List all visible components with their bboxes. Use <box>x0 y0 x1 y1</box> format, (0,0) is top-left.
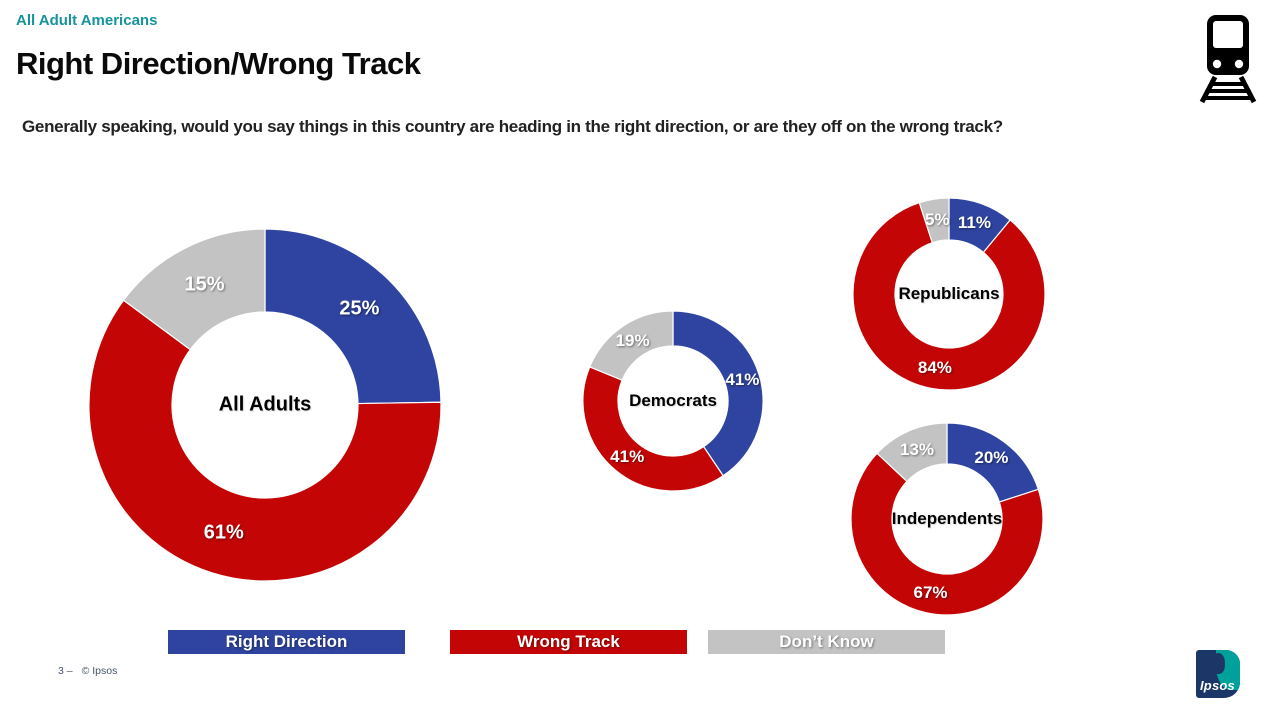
legend-label: Right Direction <box>225 632 348 651</box>
slice-label: 11% <box>957 213 991 233</box>
donut-independents: 20% 67% 13% Independents <box>851 423 1043 615</box>
logo-face-silhouette <box>1211 653 1225 674</box>
train-icon <box>1198 12 1258 104</box>
legend-item-dont-know: Don’t Know <box>708 630 945 654</box>
footer: 3 – © Ipsos <box>58 665 117 677</box>
donut-all-adults: 25% 61% 15% All Adults <box>89 229 441 581</box>
donut-center-label: Democrats <box>629 391 717 410</box>
page-title: Right Direction/Wrong Track <box>16 46 421 81</box>
slice-label: 20% <box>974 447 1009 467</box>
slice-label: 19% <box>615 330 650 350</box>
slice-label: 67% <box>913 582 948 602</box>
logo-text: Ipsos <box>1200 678 1235 693</box>
slice-label: 41% <box>725 369 760 389</box>
donut-democrats: 41% 41% 19% Democrats <box>583 311 763 491</box>
legend-item-right-direction: Right Direction <box>168 630 405 654</box>
legend-item-wrong-track: Wrong Track <box>450 630 687 654</box>
ipsos-logo: Ipsos <box>1196 650 1240 698</box>
slice-label: 84% <box>917 357 952 377</box>
slice-label: 25% <box>339 297 380 320</box>
legend-label: Don’t Know <box>779 632 874 651</box>
legend-label: Wrong Track <box>517 632 620 651</box>
donut-center-label: Independents <box>891 509 1003 528</box>
donut-center-label: All Adults <box>218 393 312 416</box>
slice-label: 41% <box>610 447 645 467</box>
survey-question: Generally speaking, would you say things… <box>22 117 1003 136</box>
slice-label: 15% <box>184 273 225 296</box>
slice-label: 5% <box>925 209 950 229</box>
slice-label: 61% <box>203 521 244 544</box>
audience-eyebrow: All Adult Americans <box>16 12 158 29</box>
copyright: © Ipsos <box>81 665 118 677</box>
donut-republicans: 11% 84% 5% Republicans <box>853 198 1045 390</box>
slice-label: 13% <box>899 439 935 459</box>
donut-center-label: Republicans <box>898 284 1000 303</box>
page-number: 3 – <box>58 665 73 677</box>
